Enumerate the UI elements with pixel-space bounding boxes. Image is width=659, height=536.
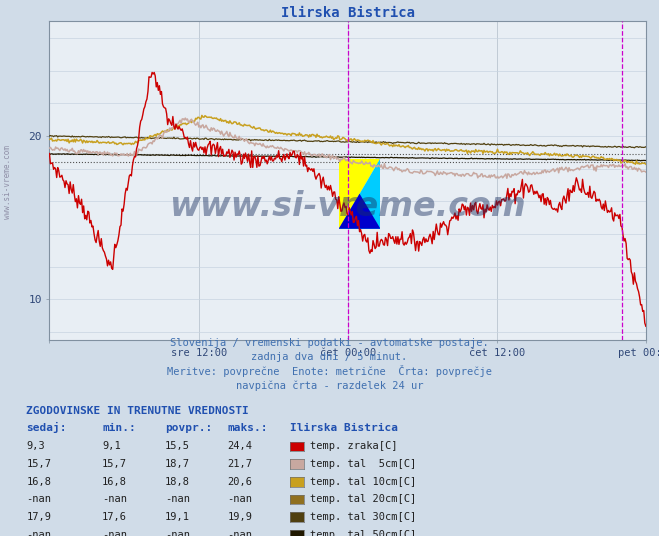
Text: 19,1: 19,1	[165, 512, 190, 522]
Text: -nan: -nan	[102, 530, 127, 536]
Text: temp. tal 30cm[C]: temp. tal 30cm[C]	[310, 512, 416, 522]
Text: -nan: -nan	[26, 494, 51, 504]
Text: -nan: -nan	[26, 530, 51, 536]
Text: 19,9: 19,9	[227, 512, 252, 522]
Text: temp. tal 20cm[C]: temp. tal 20cm[C]	[310, 494, 416, 504]
Text: 16,8: 16,8	[102, 477, 127, 487]
Text: Slovenija / vremenski podatki - avtomatske postaje.: Slovenija / vremenski podatki - avtomats…	[170, 338, 489, 348]
Text: 17,9: 17,9	[26, 512, 51, 522]
Text: Ilirska Bistrica: Ilirska Bistrica	[290, 423, 398, 434]
Text: povpr.:: povpr.:	[165, 423, 212, 434]
Text: 18,8: 18,8	[165, 477, 190, 487]
Text: 21,7: 21,7	[227, 459, 252, 469]
Text: -nan: -nan	[227, 494, 252, 504]
Text: 16,8: 16,8	[26, 477, 51, 487]
Text: 15,5: 15,5	[165, 441, 190, 451]
Text: www.si-vreme.com: www.si-vreme.com	[169, 190, 526, 223]
Text: 18,7: 18,7	[165, 459, 190, 469]
Text: 15,7: 15,7	[26, 459, 51, 469]
Text: ZGODOVINSKE IN TRENUTNE VREDNOSTI: ZGODOVINSKE IN TRENUTNE VREDNOSTI	[26, 406, 249, 416]
Text: min.:: min.:	[102, 423, 136, 434]
Text: -nan: -nan	[165, 494, 190, 504]
Text: maks.:: maks.:	[227, 423, 268, 434]
Text: 20,6: 20,6	[227, 477, 252, 487]
Text: Meritve: povprečne  Enote: metrične  Črta: povprečje: Meritve: povprečne Enote: metrične Črta:…	[167, 364, 492, 377]
Text: temp. zraka[C]: temp. zraka[C]	[310, 441, 397, 451]
Text: -nan: -nan	[102, 494, 127, 504]
Text: -nan: -nan	[227, 530, 252, 536]
Text: temp. tal 10cm[C]: temp. tal 10cm[C]	[310, 477, 416, 487]
Text: sedaj:: sedaj:	[26, 422, 67, 434]
Text: 15,7: 15,7	[102, 459, 127, 469]
Text: temp. tal  5cm[C]: temp. tal 5cm[C]	[310, 459, 416, 469]
Text: www.si-vreme.com: www.si-vreme.com	[3, 145, 13, 219]
Text: 24,4: 24,4	[227, 441, 252, 451]
Text: navpična črta - razdelek 24 ur: navpična črta - razdelek 24 ur	[236, 381, 423, 391]
Text: 9,3: 9,3	[26, 441, 45, 451]
Text: -nan: -nan	[165, 530, 190, 536]
Text: zadnja dva dni / 5 minut.: zadnja dva dni / 5 minut.	[251, 352, 408, 362]
Text: 17,6: 17,6	[102, 512, 127, 522]
Text: 9,1: 9,1	[102, 441, 121, 451]
Title: Ilirska Bistrica: Ilirska Bistrica	[281, 6, 415, 20]
Text: temp. tal 50cm[C]: temp. tal 50cm[C]	[310, 530, 416, 536]
